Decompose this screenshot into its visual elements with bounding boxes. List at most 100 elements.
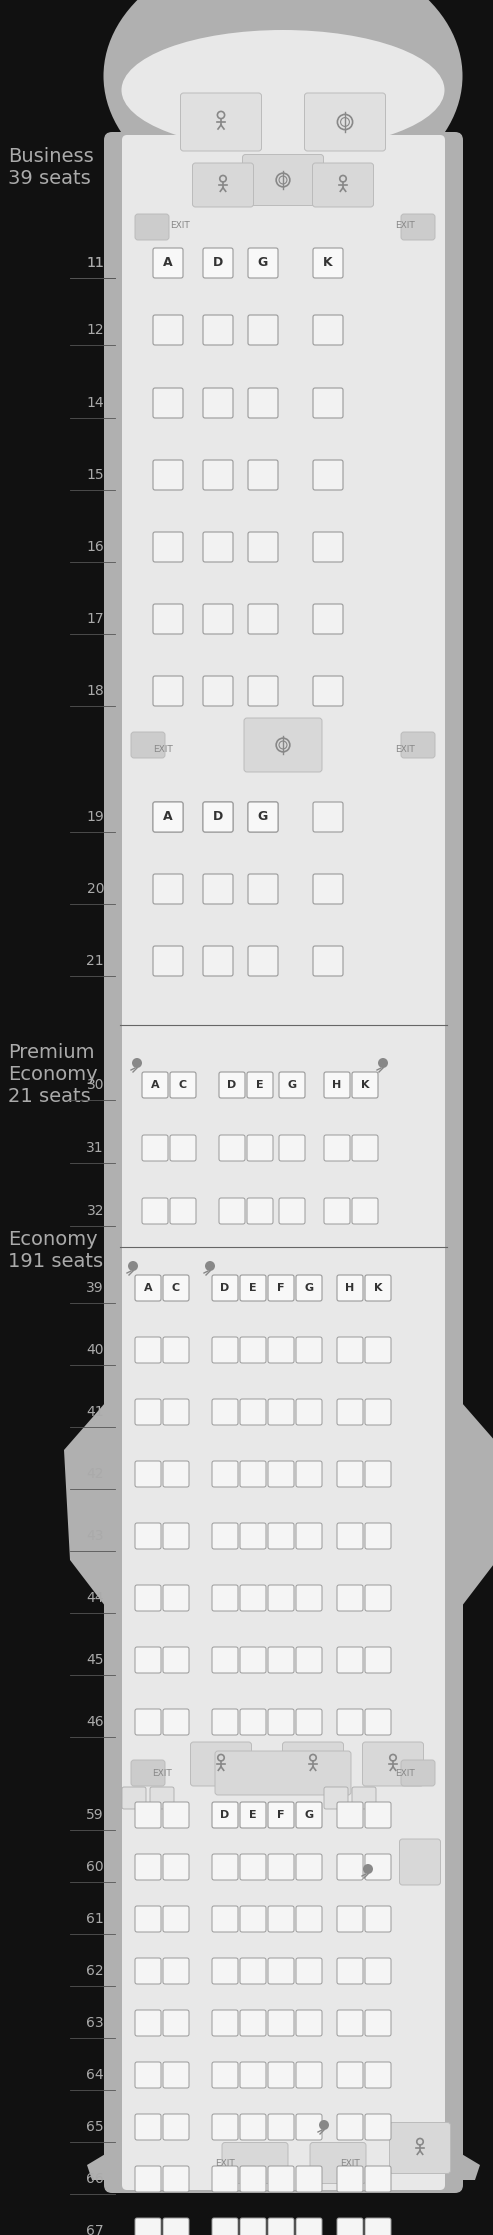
FancyBboxPatch shape	[240, 2166, 266, 2193]
FancyBboxPatch shape	[240, 1710, 266, 1734]
FancyBboxPatch shape	[163, 1585, 189, 1611]
FancyBboxPatch shape	[296, 1274, 322, 1301]
FancyBboxPatch shape	[268, 1337, 294, 1363]
FancyBboxPatch shape	[365, 1801, 391, 1828]
FancyBboxPatch shape	[163, 1399, 189, 1426]
FancyBboxPatch shape	[135, 1399, 161, 1426]
FancyBboxPatch shape	[163, 2166, 189, 2193]
FancyBboxPatch shape	[296, 1801, 322, 1828]
FancyBboxPatch shape	[401, 733, 435, 758]
Text: 21: 21	[86, 954, 104, 968]
Text: 67: 67	[86, 2224, 104, 2235]
Text: 30: 30	[86, 1077, 104, 1093]
FancyBboxPatch shape	[268, 1801, 294, 1828]
Text: A: A	[163, 811, 173, 822]
FancyBboxPatch shape	[212, 1647, 238, 1674]
FancyBboxPatch shape	[352, 1073, 378, 1097]
FancyBboxPatch shape	[163, 1522, 189, 1549]
Text: 59: 59	[86, 1808, 104, 1822]
FancyBboxPatch shape	[163, 1462, 189, 1486]
FancyBboxPatch shape	[365, 1710, 391, 1734]
Text: 42: 42	[86, 1466, 104, 1482]
FancyBboxPatch shape	[268, 2009, 294, 2036]
Text: 14: 14	[86, 396, 104, 409]
FancyBboxPatch shape	[313, 675, 343, 706]
FancyBboxPatch shape	[240, 2114, 266, 2139]
Text: D: D	[220, 1283, 230, 1294]
Text: A: A	[163, 257, 173, 270]
FancyBboxPatch shape	[324, 1788, 348, 1808]
Text: 63: 63	[86, 2016, 104, 2029]
FancyBboxPatch shape	[203, 389, 233, 418]
FancyBboxPatch shape	[203, 945, 233, 977]
Text: Economy: Economy	[8, 1066, 98, 1084]
FancyBboxPatch shape	[324, 1073, 350, 1097]
FancyBboxPatch shape	[313, 874, 343, 903]
FancyBboxPatch shape	[163, 1274, 189, 1301]
Text: Business: Business	[8, 148, 94, 165]
FancyBboxPatch shape	[248, 315, 278, 344]
FancyBboxPatch shape	[212, 1274, 238, 1301]
Circle shape	[363, 1864, 373, 1873]
Text: EXIT: EXIT	[340, 2159, 360, 2168]
FancyBboxPatch shape	[135, 215, 169, 239]
Text: A: A	[143, 1283, 152, 1294]
FancyBboxPatch shape	[163, 1958, 189, 1985]
FancyBboxPatch shape	[296, 1647, 322, 1674]
FancyBboxPatch shape	[248, 874, 278, 903]
FancyBboxPatch shape	[296, 1710, 322, 1734]
Ellipse shape	[104, 0, 462, 206]
Text: 15: 15	[86, 467, 104, 483]
FancyBboxPatch shape	[313, 460, 343, 489]
FancyBboxPatch shape	[324, 1198, 350, 1225]
FancyBboxPatch shape	[135, 1585, 161, 1611]
FancyBboxPatch shape	[153, 802, 183, 831]
FancyBboxPatch shape	[248, 460, 278, 489]
Text: 18: 18	[86, 684, 104, 697]
FancyBboxPatch shape	[170, 1135, 196, 1160]
FancyBboxPatch shape	[362, 1741, 423, 1786]
Text: EXIT: EXIT	[395, 221, 415, 230]
FancyBboxPatch shape	[337, 2217, 363, 2235]
FancyBboxPatch shape	[135, 1710, 161, 1734]
FancyBboxPatch shape	[240, 1647, 266, 1674]
FancyBboxPatch shape	[296, 2009, 322, 2036]
Text: 45: 45	[86, 1654, 104, 1667]
Text: EXIT: EXIT	[170, 221, 190, 230]
FancyBboxPatch shape	[313, 248, 343, 277]
FancyBboxPatch shape	[324, 1135, 350, 1160]
FancyBboxPatch shape	[240, 1462, 266, 1486]
FancyBboxPatch shape	[180, 94, 261, 152]
FancyBboxPatch shape	[337, 1906, 363, 1931]
FancyBboxPatch shape	[135, 2009, 161, 2036]
Text: E: E	[256, 1080, 264, 1091]
FancyBboxPatch shape	[219, 1198, 245, 1225]
Circle shape	[378, 1057, 388, 1068]
Text: Premium: Premium	[8, 1044, 95, 1062]
FancyBboxPatch shape	[153, 603, 183, 635]
FancyBboxPatch shape	[212, 1710, 238, 1734]
FancyBboxPatch shape	[337, 1958, 363, 1985]
FancyBboxPatch shape	[279, 1135, 305, 1160]
Text: F: F	[277, 1283, 285, 1294]
FancyBboxPatch shape	[212, 1337, 238, 1363]
FancyBboxPatch shape	[337, 1337, 363, 1363]
FancyBboxPatch shape	[212, 1906, 238, 1931]
FancyBboxPatch shape	[365, 1522, 391, 1549]
FancyBboxPatch shape	[240, 2217, 266, 2235]
Text: 16: 16	[86, 541, 104, 554]
FancyBboxPatch shape	[247, 1198, 273, 1225]
Text: D: D	[213, 257, 223, 270]
FancyBboxPatch shape	[296, 2063, 322, 2087]
Polygon shape	[455, 1395, 493, 1616]
FancyBboxPatch shape	[365, 1855, 391, 1880]
Text: G: G	[287, 1080, 297, 1091]
Circle shape	[205, 1261, 215, 1272]
FancyBboxPatch shape	[243, 154, 323, 206]
FancyBboxPatch shape	[313, 603, 343, 635]
Polygon shape	[87, 2150, 112, 2179]
Text: D: D	[220, 1810, 230, 1819]
FancyBboxPatch shape	[131, 733, 165, 758]
FancyBboxPatch shape	[248, 248, 278, 277]
Circle shape	[319, 2121, 329, 2130]
